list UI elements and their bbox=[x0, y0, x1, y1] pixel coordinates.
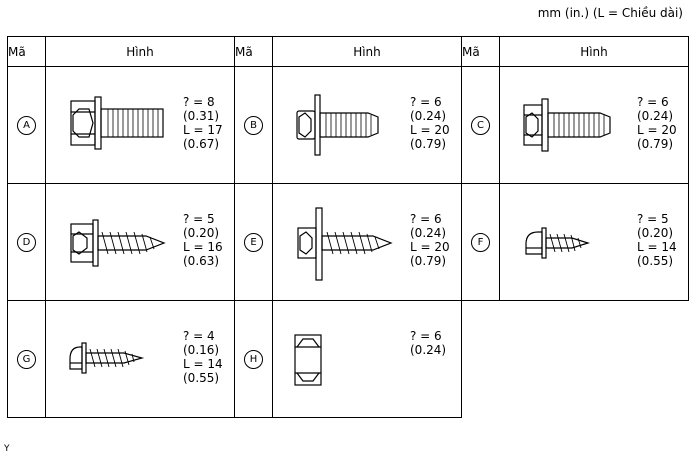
diameter-inch-text: (0.31) bbox=[183, 109, 220, 123]
code-badge: H bbox=[244, 349, 263, 369]
table-row: A ? = 8 (0.31) L = 17 (0.67) bbox=[7, 66, 689, 184]
length-text: L = 17 bbox=[183, 123, 223, 137]
code-badge: G bbox=[17, 349, 36, 369]
spec-list: ? = 6 (0.24) L = 20 (0.79) bbox=[410, 212, 450, 268]
diameter-text: ? = 5 bbox=[183, 212, 215, 226]
diameter-text: ? = 6 bbox=[410, 329, 442, 343]
figure-cell: ? = 6 (0.24) L = 20 (0.79) bbox=[272, 183, 462, 301]
code-badge: D bbox=[17, 232, 36, 252]
diameter-inch-text: (0.24) bbox=[410, 343, 447, 357]
spec-list: ? = 6 (0.24) L = 20 (0.79) bbox=[410, 95, 450, 151]
units-note: mm (in.) (L = Chiều dài) bbox=[537, 6, 683, 20]
length-text: L = 14 bbox=[637, 240, 677, 254]
spec-list: ? = 5 (0.20) L = 16 (0.63) bbox=[183, 212, 223, 268]
code-cell: C bbox=[461, 66, 500, 184]
length-text: L = 16 bbox=[183, 240, 223, 254]
length-inch-text: (0.55) bbox=[637, 254, 674, 268]
hex-washer-bolt-icon bbox=[296, 94, 379, 156]
diameter-text: ? = 6 bbox=[410, 212, 442, 226]
length-text: L = 20 bbox=[410, 240, 450, 254]
length-text: L = 20 bbox=[637, 123, 677, 137]
hex-washer-tapping-screw-icon bbox=[297, 207, 393, 281]
figure-cell: ? = 6 (0.24) bbox=[272, 300, 462, 418]
figure-header: Hình bbox=[45, 36, 235, 67]
table-row: G ? = 4 (0.16) L = 14 (0.55) H bbox=[7, 300, 689, 418]
code-header: Mã bbox=[7, 36, 46, 67]
diameter-text: ? = 4 bbox=[183, 329, 215, 343]
code-header: Mã bbox=[234, 36, 273, 67]
table-row: D ? = 5 (0.20) L = 16 (0.63) bbox=[7, 183, 689, 301]
figure-cell: ? = 5 (0.20) L = 16 (0.63) bbox=[45, 183, 235, 301]
diameter-inch-text: (0.24) bbox=[637, 109, 674, 123]
figure-header: Hình bbox=[499, 36, 689, 67]
hex-tapping-screw-icon bbox=[70, 219, 166, 267]
hex-flange-bolt-icon bbox=[523, 98, 611, 152]
diameter-inch-text: (0.24) bbox=[410, 109, 447, 123]
code-cell: F bbox=[461, 183, 500, 301]
figure-cell: ? = 6 (0.24) L = 20 (0.79) bbox=[499, 66, 689, 184]
header-row: Mã Hình Mã Hình Mã Hình bbox=[7, 36, 689, 67]
code-cell: B bbox=[234, 66, 273, 184]
empty-cell bbox=[500, 301, 689, 418]
length-inch-text: (0.55) bbox=[183, 371, 220, 385]
code-cell: A bbox=[7, 66, 46, 184]
fastener-table: Mã Hình Mã Hình Mã Hình A ? = bbox=[7, 36, 689, 418]
hex-flange-bolt-icon bbox=[70, 96, 164, 150]
spec-list: ? = 6 (0.24) L = 20 (0.79) bbox=[637, 95, 677, 151]
length-inch-text: (0.63) bbox=[183, 254, 220, 268]
hex-nut-icon bbox=[294, 334, 322, 386]
diameter-inch-text: (0.20) bbox=[637, 226, 674, 240]
diameter-inch-text: (0.20) bbox=[183, 226, 220, 240]
diameter-text: ? = 8 bbox=[183, 95, 215, 109]
length-inch-text: (0.79) bbox=[410, 137, 447, 151]
diameter-inch-text: (0.24) bbox=[410, 226, 447, 240]
length-text: L = 14 bbox=[183, 357, 223, 371]
code-header: Mã bbox=[461, 36, 500, 67]
code-cell: H bbox=[234, 300, 273, 418]
figure-cell: ? = 4 (0.16) L = 14 (0.55) bbox=[45, 300, 235, 418]
code-badge: E bbox=[244, 232, 263, 252]
length-inch-text: (0.79) bbox=[410, 254, 447, 268]
pan-head-tapping-screw-icon bbox=[69, 342, 145, 374]
spec-list: ? = 6 (0.24) bbox=[410, 329, 446, 357]
diameter-inch-text: (0.16) bbox=[183, 343, 220, 357]
figure-cell: ? = 8 (0.31) L = 17 (0.67) bbox=[45, 66, 235, 184]
code-cell: E bbox=[234, 183, 273, 301]
pan-head-tapping-screw-icon bbox=[525, 227, 591, 259]
figure-cell: ? = 6 (0.24) L = 20 (0.79) bbox=[272, 66, 462, 184]
code-badge: C bbox=[471, 115, 490, 135]
spec-list: ? = 5 (0.20) L = 14 (0.55) bbox=[637, 212, 677, 268]
length-inch-text: (0.67) bbox=[183, 137, 220, 151]
diameter-text: ? = 5 bbox=[637, 212, 669, 226]
figure-cell: ? = 5 (0.20) L = 14 (0.55) bbox=[499, 183, 689, 301]
empty-cell bbox=[462, 301, 500, 418]
length-text: L = 20 bbox=[410, 123, 450, 137]
footer-mark: Y bbox=[4, 444, 10, 454]
code-badge: B bbox=[244, 115, 263, 135]
figure-header: Hình bbox=[272, 36, 462, 67]
code-cell: G bbox=[7, 300, 46, 418]
spec-list: ? = 4 (0.16) L = 14 (0.55) bbox=[183, 329, 223, 385]
spec-list: ? = 8 (0.31) L = 17 (0.67) bbox=[183, 95, 223, 151]
diameter-text: ? = 6 bbox=[410, 95, 442, 109]
code-badge: F bbox=[471, 232, 490, 252]
code-badge: A bbox=[17, 115, 36, 135]
code-cell: D bbox=[7, 183, 46, 301]
diameter-text: ? = 6 bbox=[637, 95, 669, 109]
length-inch-text: (0.79) bbox=[637, 137, 674, 151]
